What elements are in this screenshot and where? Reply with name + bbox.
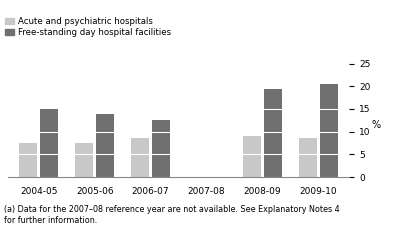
Bar xyxy=(264,109,282,132)
Bar xyxy=(75,143,93,154)
Bar xyxy=(243,154,261,177)
Bar xyxy=(40,109,58,132)
Legend: Acute and psychiatric hospitals, Free-standing day hospital facilities: Acute and psychiatric hospitals, Free-st… xyxy=(6,17,172,37)
Bar xyxy=(152,154,170,177)
Bar xyxy=(299,154,317,177)
Bar xyxy=(320,84,338,109)
Bar xyxy=(152,120,170,132)
Bar xyxy=(243,136,261,154)
Bar xyxy=(264,154,282,177)
Bar xyxy=(264,132,282,154)
Text: (a) Data for the 2007–08 reference year are not available. See Explanatory Notes: (a) Data for the 2007–08 reference year … xyxy=(4,205,339,225)
Bar xyxy=(40,132,58,154)
Bar xyxy=(152,132,170,154)
Bar xyxy=(264,89,282,109)
Bar xyxy=(131,138,149,154)
Bar xyxy=(40,154,58,177)
Bar xyxy=(299,138,317,154)
Bar xyxy=(19,143,37,154)
Bar xyxy=(320,109,338,132)
Bar xyxy=(75,154,93,177)
Bar xyxy=(96,132,114,154)
Bar xyxy=(96,114,114,132)
Bar xyxy=(96,154,114,177)
Bar xyxy=(320,154,338,177)
Bar xyxy=(131,154,149,177)
Bar xyxy=(320,132,338,154)
Y-axis label: %: % xyxy=(372,120,381,130)
Bar xyxy=(19,154,37,177)
